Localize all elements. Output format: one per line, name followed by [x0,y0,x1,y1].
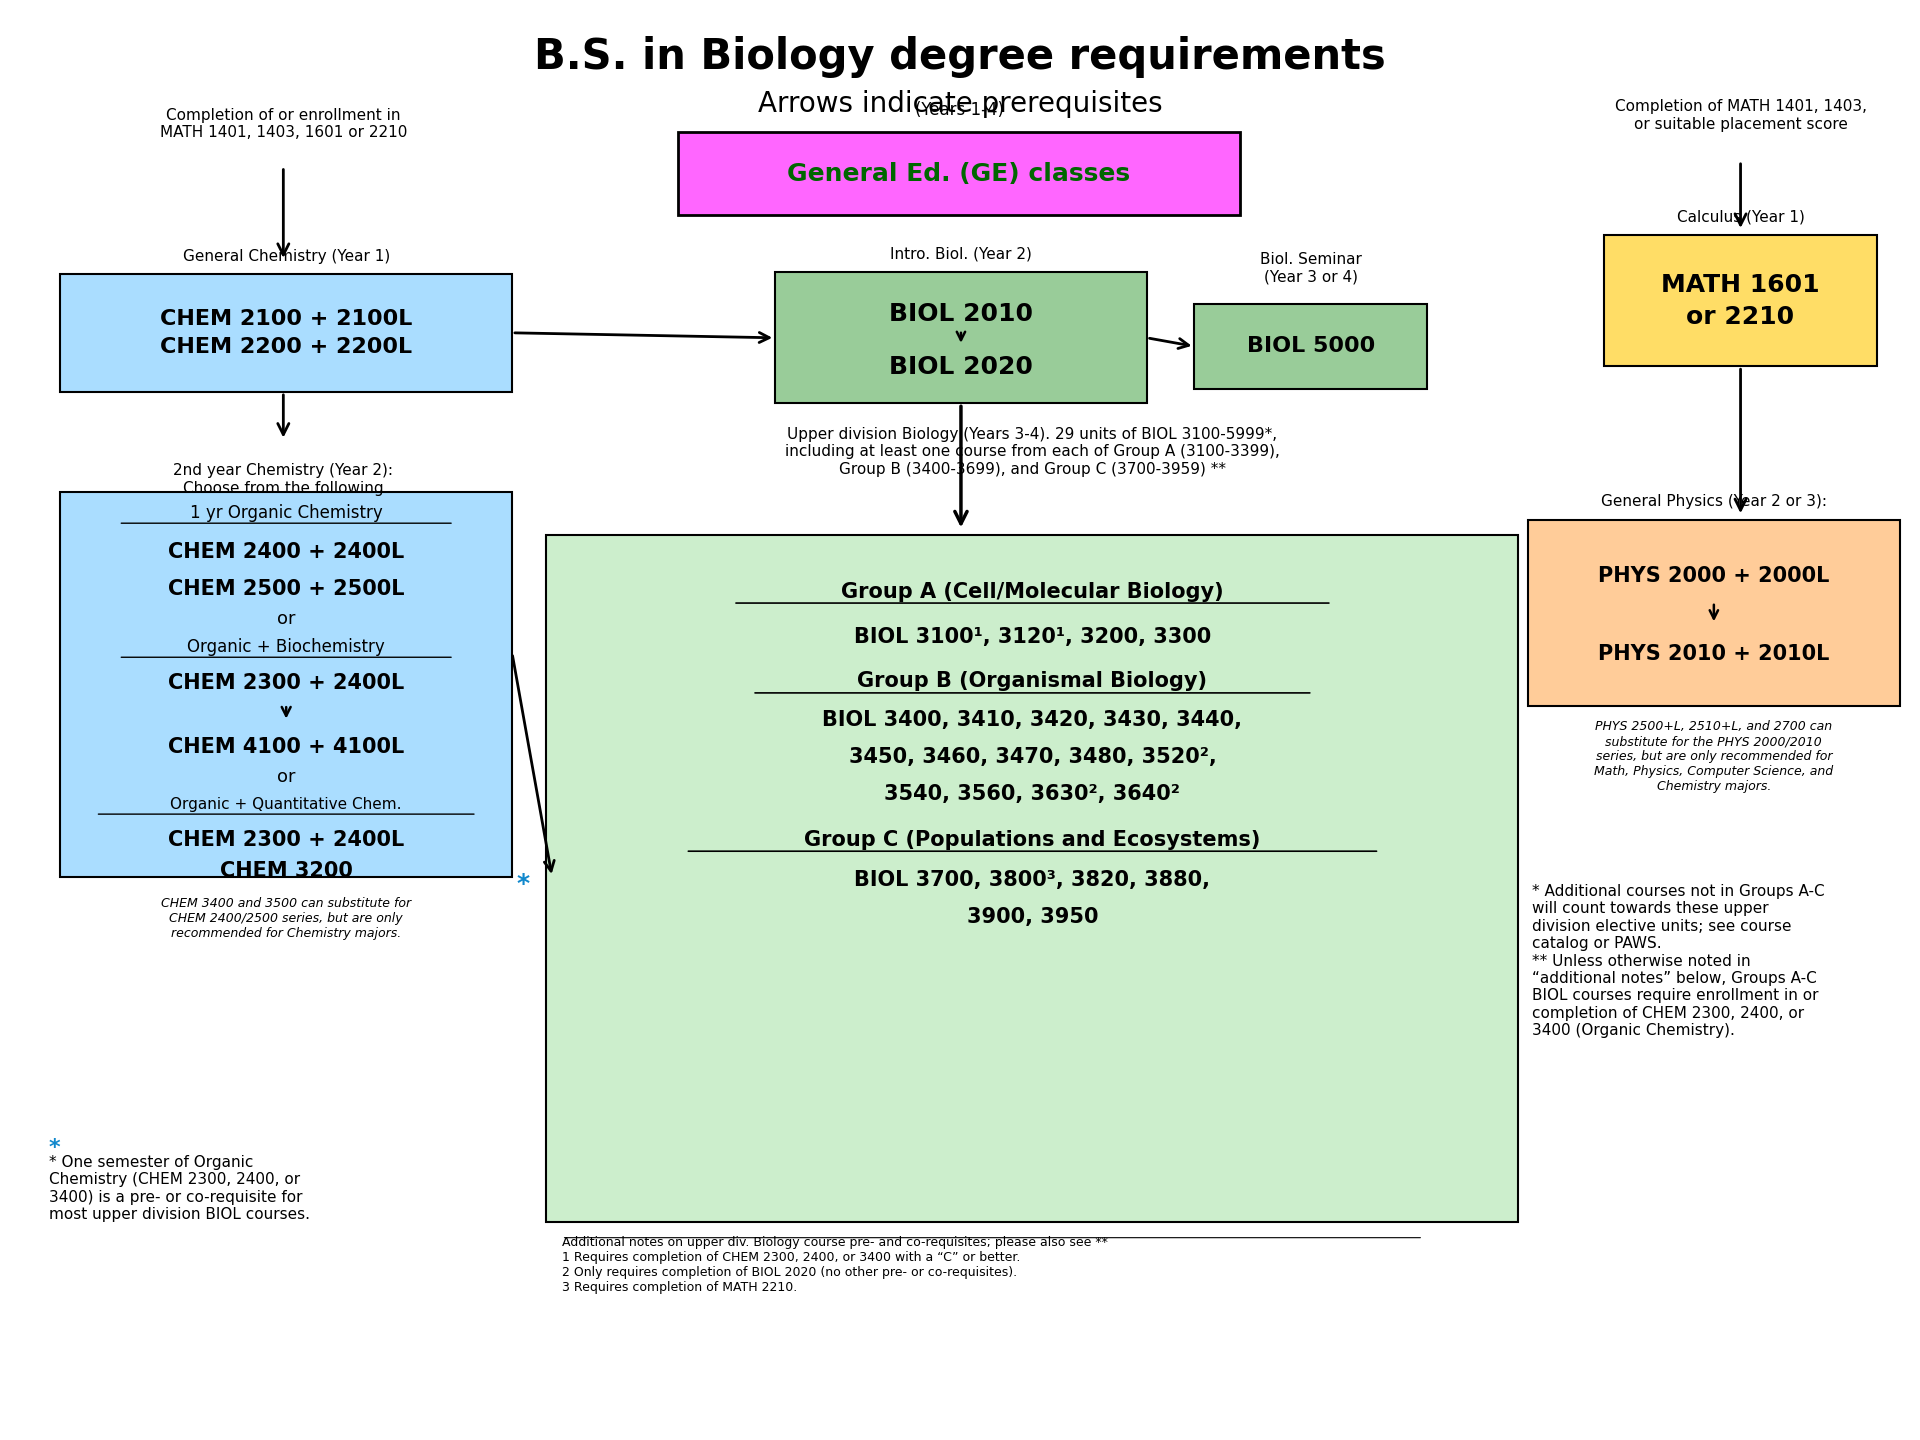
Text: CHEM 2500 + 2500L: CHEM 2500 + 2500L [167,579,405,599]
Text: BIOL 2020: BIOL 2020 [889,354,1033,379]
Text: PHYS 2500+L, 2510+L, and 2700 can
substitute for the PHYS 2000/2010
series, but : PHYS 2500+L, 2510+L, and 2700 can substi… [1594,720,1834,793]
Text: Biol. Seminar
(Year 3 or 4): Biol. Seminar (Year 3 or 4) [1260,252,1361,284]
Text: Group B (Organismal Biology): Group B (Organismal Biology) [858,671,1208,691]
Text: B.S. in Biology degree requirements: B.S. in Biology degree requirements [534,36,1386,78]
Text: CHEM 4100 + 4100L: CHEM 4100 + 4100L [169,737,405,757]
Text: Completion of MATH 1401, 1403,
or suitable placement score: Completion of MATH 1401, 1403, or suitab… [1615,99,1866,131]
Text: BIOL 3400, 3410, 3420, 3430, 3440,: BIOL 3400, 3410, 3420, 3430, 3440, [822,710,1242,730]
Text: or: or [276,609,296,628]
Text: Organic + Quantitative Chem.: Organic + Quantitative Chem. [171,796,401,812]
Text: Upper division Biology (Years 3-4). 29 units of BIOL 3100-5999*,
including at le: Upper division Biology (Years 3-4). 29 u… [785,428,1281,477]
Text: 3540, 3560, 3630², 3640²: 3540, 3560, 3630², 3640² [885,785,1181,804]
Text: Group C (Populations and Ecosystems): Group C (Populations and Ecosystems) [804,829,1261,850]
Text: BIOL 2010: BIOL 2010 [889,302,1033,327]
Text: General Ed. (GE) classes: General Ed. (GE) classes [787,161,1131,186]
Text: or: or [276,768,296,786]
Text: 3900, 3950: 3900, 3950 [966,907,1098,927]
Text: Additional notes on upper div. Biology course pre- and co-requisites; please als: Additional notes on upper div. Biology c… [563,1237,1108,1295]
Text: 1 yr Organic Chemistry: 1 yr Organic Chemistry [190,504,382,523]
Text: 3450, 3460, 3470, 3480, 3520²,: 3450, 3460, 3470, 3480, 3520², [849,747,1215,768]
Text: Group A (Cell/Molecular Biology): Group A (Cell/Molecular Biology) [841,582,1223,602]
Text: BIOL 3100¹, 3120¹, 3200, 3300: BIOL 3100¹, 3120¹, 3200, 3300 [854,628,1212,648]
Text: CHEM 2400 + 2400L: CHEM 2400 + 2400L [169,541,405,562]
Text: Intro. Biol. (Year 2): Intro. Biol. (Year 2) [891,246,1031,261]
Text: Organic + Biochemistry: Organic + Biochemistry [188,638,386,657]
FancyBboxPatch shape [1194,304,1427,389]
Text: CHEM 3200: CHEM 3200 [219,861,353,881]
FancyBboxPatch shape [1528,520,1899,706]
Text: *: * [48,1138,61,1158]
Text: CHEM 2300 + 2400L: CHEM 2300 + 2400L [169,829,405,850]
FancyBboxPatch shape [60,492,513,877]
Text: *: * [516,873,530,896]
Text: General Physics (Year 2 or 3):: General Physics (Year 2 or 3): [1601,494,1826,510]
FancyBboxPatch shape [547,534,1519,1223]
Text: Completion of or enrollment in
MATH 1401, 1403, 1601 or 2210: Completion of or enrollment in MATH 1401… [159,108,407,140]
Text: * Additional courses not in Groups A-C
will count towards these upper
division e: * Additional courses not in Groups A-C w… [1532,884,1824,1038]
Text: BIOL 3700, 3800³, 3820, 3880,: BIOL 3700, 3800³, 3820, 3880, [854,870,1210,890]
Text: Calculus (Year 1): Calculus (Year 1) [1676,209,1805,225]
Text: PHYS 2000 + 2000L: PHYS 2000 + 2000L [1597,566,1830,586]
Text: Arrows indicate prerequisites: Arrows indicate prerequisites [758,89,1162,118]
Text: BIOL 5000: BIOL 5000 [1246,337,1375,356]
Text: CHEM 3400 and 3500 can substitute for
CHEM 2400/2500 series, but are only
recomm: CHEM 3400 and 3500 can substitute for CH… [161,897,411,940]
FancyBboxPatch shape [1605,235,1878,366]
Text: General Chemistry (Year 1): General Chemistry (Year 1) [182,249,390,264]
Text: (Years 1-4): (Years 1-4) [914,101,1004,118]
Text: CHEM 2300 + 2400L: CHEM 2300 + 2400L [169,672,405,693]
Text: 2nd year Chemistry (Year 2):
Choose from the following: 2nd year Chemistry (Year 2): Choose from… [173,464,394,495]
Text: PHYS 2010 + 2010L: PHYS 2010 + 2010L [1597,644,1830,664]
Text: * One semester of Organic
Chemistry (CHEM 2300, 2400, or
3400) is a pre- or co-r: * One semester of Organic Chemistry (CHE… [48,1155,309,1223]
FancyBboxPatch shape [678,132,1240,215]
FancyBboxPatch shape [776,272,1146,403]
Text: MATH 1601
or 2210: MATH 1601 or 2210 [1661,274,1820,328]
FancyBboxPatch shape [60,274,513,392]
Text: CHEM 2100 + 2100L
CHEM 2200 + 2200L: CHEM 2100 + 2100L CHEM 2200 + 2200L [159,308,413,357]
